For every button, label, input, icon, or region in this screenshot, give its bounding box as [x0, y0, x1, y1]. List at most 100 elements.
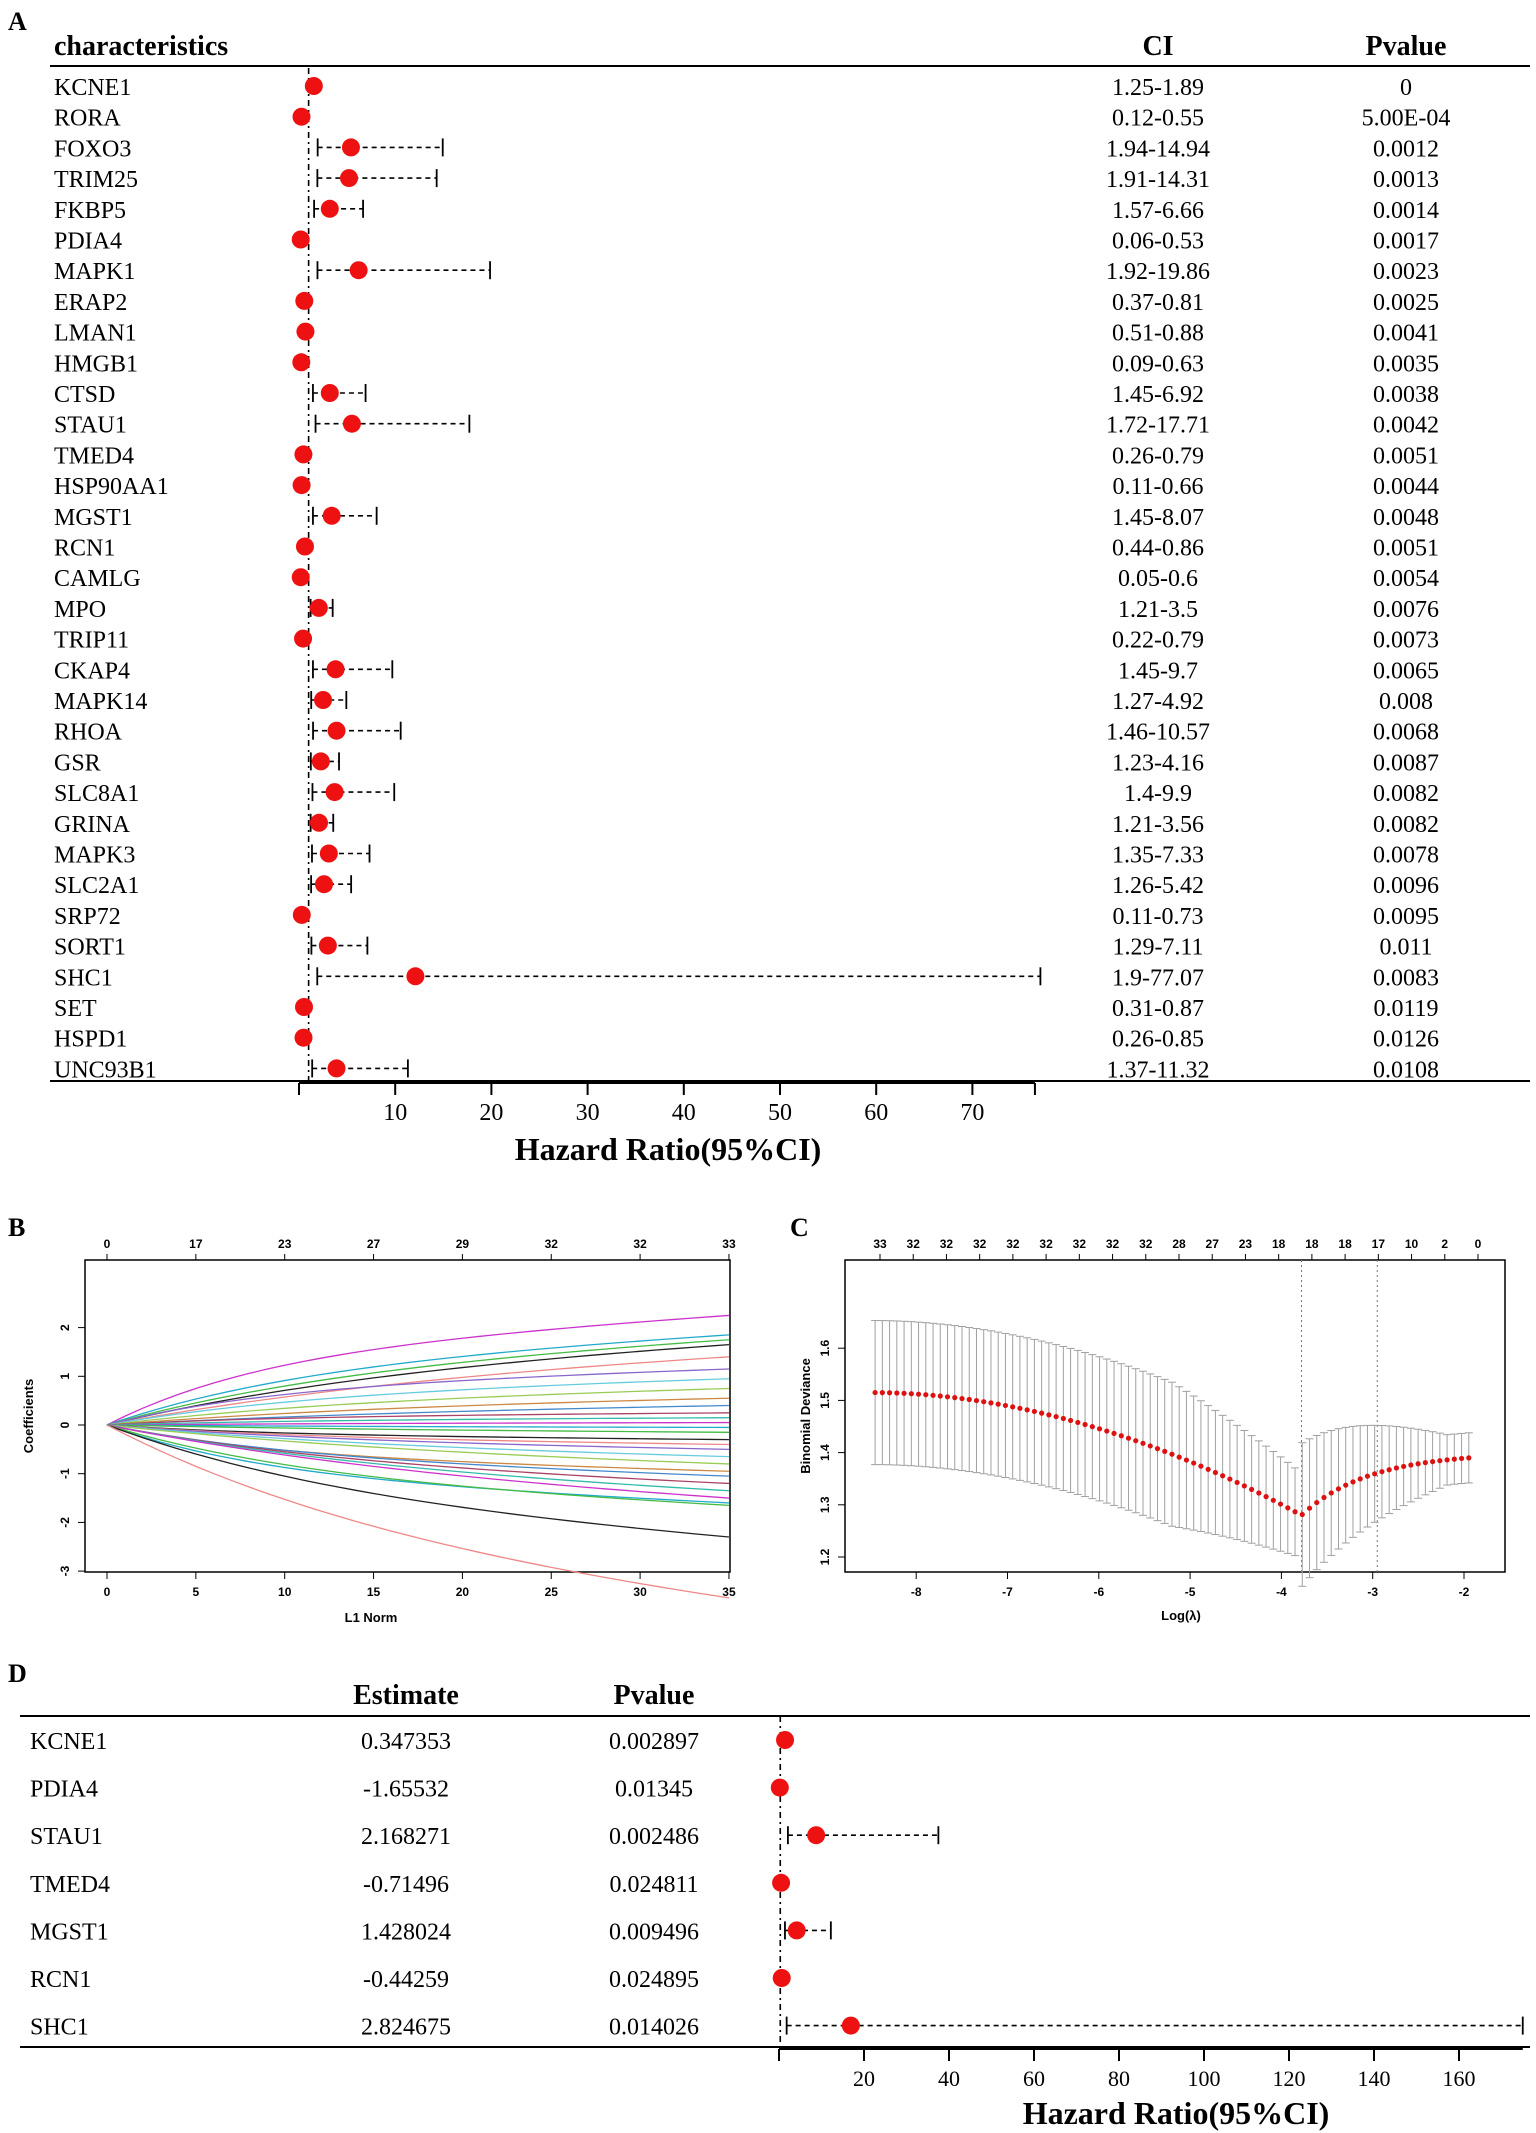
panel-c-deviance-point	[1017, 1405, 1023, 1411]
panel-c-frame	[844, 1259, 1506, 1573]
panel-a-pvalue: 0.0087	[1373, 750, 1439, 776]
panel-c-deviance-point	[1125, 1435, 1132, 1441]
panel-a-gene-label: ERAP2	[54, 290, 127, 316]
panel-c-y-axis: 1.6 1.5 1.4 1.3 1.2	[818, 1340, 845, 1565]
panel-a-hr-point	[291, 568, 310, 587]
panel-b-coefficient-path	[106, 1424, 729, 1504]
panel-c-deviance-point	[879, 1390, 885, 1396]
panel-b-coefficient-path	[106, 1344, 729, 1426]
panel-c-top-tick-label: 17	[1372, 1237, 1386, 1251]
panel-c-deviance-point	[1270, 1497, 1276, 1503]
panel-a-hr-point	[318, 936, 337, 955]
panel-a-ci-value: 0.37-0.81	[1112, 290, 1204, 316]
panel-c-deviance-point	[1444, 1457, 1450, 1463]
panel-a-gene-label: RORA	[54, 106, 121, 132]
panel-a-pvalue: 0.0076	[1373, 597, 1439, 623]
panel-a-pvalue: 0.0038	[1373, 382, 1439, 408]
panel-b-coefficient-path	[106, 1378, 729, 1426]
panel-a-hr-point	[315, 875, 334, 894]
panel-a-ci-value: 0.12-0.55	[1112, 106, 1204, 132]
panel-c-deviance-point	[1212, 1469, 1218, 1476]
panel-c-deviance-point	[1328, 1490, 1334, 1496]
panel-b-y-tick-label: 0	[58, 1421, 72, 1428]
panel-d-hr-point	[841, 2016, 860, 2035]
panel-a-hr-point	[349, 261, 368, 280]
panel-d-gene-label: STAU1	[30, 1824, 103, 1850]
panel-a-hr-point	[304, 77, 323, 95]
panel-a-ci-value: 0.26-0.79	[1112, 443, 1204, 469]
panel-a-pvalue: 0.0042	[1373, 413, 1439, 439]
panel-a-xlabel: Hazard Ratio(95%CI)	[515, 1131, 822, 1167]
panel-c-top-tick-label: 32	[940, 1237, 954, 1251]
panel-c-deviance-point	[1277, 1501, 1284, 1507]
panel-c-top-tick-label: 32	[1139, 1237, 1153, 1251]
panel-c-deviance-point	[1075, 1419, 1081, 1426]
panel-c-deviance-point	[1466, 1455, 1472, 1461]
panel-c-deviance-point	[1183, 1457, 1190, 1463]
panel-a-hr-point	[340, 169, 359, 188]
panel-c-deviance-point	[1154, 1446, 1161, 1452]
panel-a-gene-label: RHOA	[54, 720, 123, 746]
panel-b-coefficient-path	[106, 1397, 729, 1426]
panel-b-coefficient-path	[106, 1424, 729, 1458]
panel-c-deviance-point	[988, 1400, 994, 1406]
panel-d-axis-tick-label: 160	[1443, 2066, 1476, 2091]
panel-b-coefficient-path	[106, 1314, 729, 1426]
panel-c-top-tick-label: 32	[973, 1237, 987, 1251]
panel-d-axis-tick-label: 80	[1108, 2066, 1130, 2091]
panel-a-ci-value: 1.94-14.94	[1106, 136, 1210, 162]
panel-d: D Estimate Pvalue KCNE1 0.347353 0.002897 P…	[8, 1659, 1530, 2131]
panel-a-ci-value: 0.51-0.88	[1112, 321, 1204, 347]
panel-d-col-pvalue: Pvalue	[614, 1680, 695, 1711]
panel-c-deviance-point	[1350, 1479, 1356, 1485]
panel-d-xlabel: Hazard Ratio(95%CI)	[1023, 2095, 1330, 2131]
panel-b-x-tick-label: 0	[104, 1585, 111, 1599]
panel-a-gene-label: TMED4	[54, 443, 134, 469]
panel-a-ci-value: 1.21-3.5	[1118, 597, 1198, 623]
panel-c-deviance-point	[1415, 1461, 1421, 1467]
panel-a-ci-value: 1.23-4.16	[1112, 750, 1204, 776]
panel-d-pvalue: 0.009496	[609, 1919, 699, 1945]
panel-a-pvalue: 0.0044	[1373, 474, 1439, 500]
panel-c-deviance-point	[1220, 1473, 1226, 1479]
panel-a-gene-label: HSPD1	[54, 1027, 127, 1053]
panel-c-deviance-point	[973, 1397, 980, 1404]
panel-b-x-tick-label: 25	[545, 1585, 559, 1599]
panel-a-hr-point	[292, 353, 311, 372]
panel-d-estimate-value: -0.44259	[363, 1967, 449, 1993]
panel-a-hr-point	[295, 537, 314, 556]
panel-c-top-tick-label: 18	[1305, 1237, 1319, 1251]
panel-a-ci-value: 1.57-6.66	[1112, 198, 1204, 224]
panel-a-hr-point	[406, 967, 425, 986]
panel-a-pvalue: 0.0012	[1373, 136, 1439, 162]
panel-c-y-tick-label: 1.6	[818, 1340, 832, 1357]
panel-c-deviance-point	[1227, 1476, 1233, 1482]
panel-c-deviance-point	[1031, 1408, 1037, 1415]
panel-c-deviance-point	[952, 1395, 958, 1401]
panel-d-gene-label: TMED4	[30, 1872, 110, 1898]
panel-a-hr-point	[294, 629, 313, 648]
panel-a-hr-point	[295, 998, 314, 1016]
panel-c-deviance-point	[1205, 1466, 1211, 1472]
panel-c-deviance-point	[1039, 1410, 1045, 1416]
panel-c-deviance-point	[944, 1394, 951, 1400]
panel-d-pvalue: 0.024895	[609, 1967, 699, 1993]
panel-a-hr-point	[310, 813, 329, 832]
panel-b-top-tick-label: 17	[189, 1237, 203, 1251]
panel-c-xlabel: Log(λ)	[1161, 1608, 1201, 1623]
panel-a-axis-tick-label: 10	[383, 1100, 407, 1126]
panel-d-axis: 20 40 60 80 100 120 140 160	[778, 2048, 1523, 2091]
panel-c-deviance-point	[1285, 1505, 1291, 1511]
panel-b-y-tick-label: -1	[58, 1468, 72, 1479]
panel-c-y-tick-label: 1.2	[818, 1548, 832, 1565]
panel-c-deviance-point	[1335, 1486, 1342, 1492]
panel-c-letter: C	[790, 1213, 809, 1242]
panel-a-ci-value: 1.26-5.42	[1112, 873, 1204, 899]
panel-b-coefficient-path	[106, 1424, 729, 1506]
panel-a-hr-point	[292, 476, 311, 495]
panel-c-deviance-point	[901, 1390, 907, 1396]
panel-a-pvalue: 0.0013	[1373, 167, 1439, 193]
panel-c-x-tick-label: -3	[1367, 1585, 1378, 1599]
panel-c-top-tick-label: 27	[1206, 1237, 1220, 1251]
panel-c-deviance-point	[1046, 1412, 1052, 1418]
